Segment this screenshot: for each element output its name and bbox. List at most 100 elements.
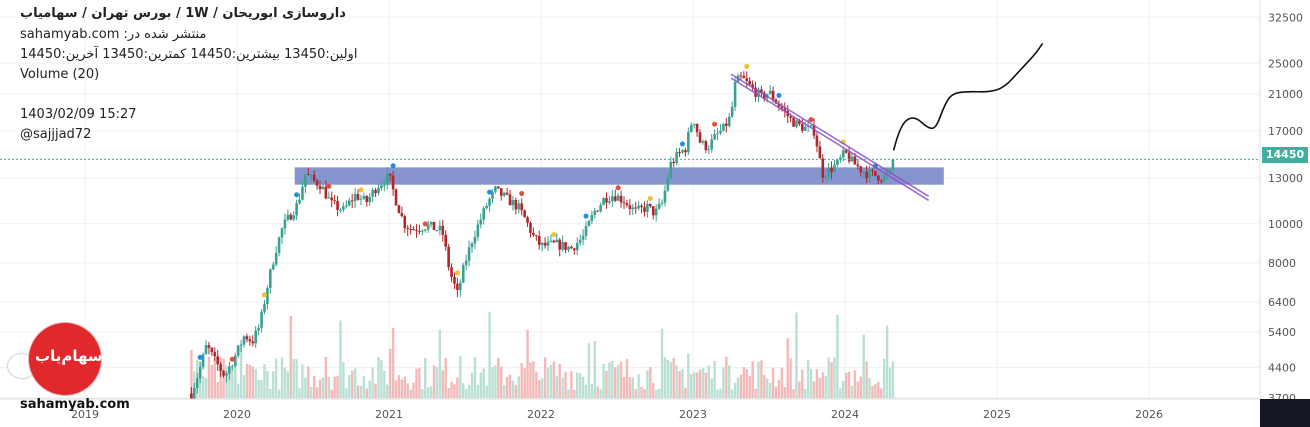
volume-bar	[716, 389, 719, 398]
y-tick-label: 4400	[1268, 362, 1296, 375]
candle	[523, 209, 526, 218]
volume-bar	[891, 361, 895, 398]
signal-marker	[679, 141, 685, 147]
candle-body	[783, 108, 787, 111]
candle-body	[254, 330, 258, 344]
candle	[426, 220, 430, 233]
volume-bar	[418, 367, 421, 398]
candle-body	[657, 203, 661, 209]
candle-body	[584, 226, 588, 236]
candle-body	[619, 195, 623, 203]
candle-body	[716, 133, 719, 135]
candle	[461, 262, 465, 284]
volume-bar	[576, 372, 579, 398]
volume-bar	[584, 384, 588, 398]
candle-body	[502, 192, 506, 196]
candle-body	[622, 202, 626, 204]
candle	[350, 193, 354, 209]
volume-bar	[514, 384, 518, 398]
volume-bar	[614, 367, 617, 398]
candle	[438, 220, 442, 236]
candle-body	[865, 171, 868, 179]
candle	[841, 147, 845, 162]
volume-bar	[412, 382, 415, 398]
candle	[447, 243, 450, 271]
candle-body	[602, 198, 605, 205]
publish-date: 1403/02/09 15:27	[20, 107, 137, 122]
signal-marker	[744, 63, 750, 69]
volume-bar	[842, 380, 845, 398]
volume-bar	[844, 372, 848, 398]
candle-body	[520, 203, 524, 211]
candle	[324, 180, 328, 200]
candle-body	[219, 364, 222, 371]
candle	[827, 163, 830, 181]
volume-bar	[228, 370, 231, 398]
candle	[397, 204, 401, 214]
candle-body	[625, 203, 629, 206]
candle-body	[701, 141, 705, 143]
volume-bar	[532, 361, 535, 398]
volume-bar	[652, 383, 655, 398]
trendline-upper	[730, 73, 929, 197]
candle-body	[558, 239, 562, 250]
candle-body	[874, 171, 877, 176]
volume-bar	[768, 382, 772, 398]
candle-body	[593, 210, 597, 215]
volume-bar	[742, 367, 746, 398]
volume-bar	[643, 388, 646, 398]
volume-bar	[447, 387, 450, 398]
candle	[602, 197, 605, 206]
candle	[301, 180, 304, 201]
candle	[470, 241, 474, 253]
volume-bar	[500, 366, 503, 398]
volume-bar	[508, 374, 512, 398]
volume-bar	[459, 355, 462, 398]
candle-body	[532, 232, 535, 236]
candle-body	[730, 106, 734, 117]
candle	[578, 234, 582, 246]
candle-body	[719, 130, 722, 134]
candle	[400, 206, 404, 218]
candle-body	[856, 164, 860, 167]
candle-body	[397, 205, 401, 214]
volume-bar	[397, 375, 401, 398]
volume-bar	[476, 384, 480, 398]
candle-body	[318, 185, 322, 190]
candle-body	[415, 229, 418, 231]
signal-marker	[776, 93, 782, 99]
candle-body	[687, 131, 690, 153]
volume-bar	[763, 374, 766, 398]
volume-bar	[549, 364, 553, 398]
candle-body	[435, 230, 439, 232]
candle-body	[689, 125, 693, 132]
candle	[555, 233, 559, 243]
candle	[599, 202, 602, 213]
candle	[830, 161, 833, 180]
volume-bar	[637, 374, 640, 398]
candle-body	[839, 157, 842, 160]
candle	[453, 272, 456, 289]
volume-bar	[286, 371, 290, 398]
signal-marker	[229, 356, 235, 362]
volume-bar	[605, 370, 608, 398]
x-tick-label: 2025	[983, 408, 1011, 421]
candle	[833, 159, 836, 174]
volume-bar	[824, 375, 827, 398]
volume-bar	[254, 369, 257, 398]
candle	[342, 202, 345, 213]
candle	[748, 77, 752, 86]
x-tick-label: 2023	[679, 408, 707, 421]
candle-body	[739, 75, 743, 77]
candle	[309, 173, 313, 182]
candle	[298, 193, 301, 205]
candle-body	[505, 192, 509, 195]
candle-body	[385, 173, 389, 185]
candle-body	[815, 135, 819, 147]
candle-body	[713, 133, 716, 140]
candle-body	[441, 225, 445, 235]
candle	[739, 71, 743, 81]
candle	[505, 187, 509, 196]
time-axis-bg	[0, 399, 1260, 427]
